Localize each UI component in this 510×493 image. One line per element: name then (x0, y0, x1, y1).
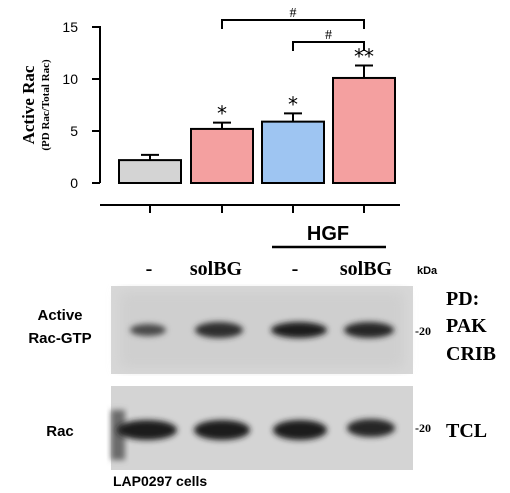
blot-total-rac: Rac -20 TCL (46, 386, 487, 470)
bar-4 (332, 76, 396, 184)
lane-label-2: solBG (190, 258, 243, 280)
blot-2-right-label: TCL (446, 420, 487, 442)
bar-1 (118, 159, 182, 184)
bar-2 (190, 127, 254, 184)
blot-1-marker: -20 (415, 324, 431, 338)
bar-group-3: * (261, 92, 325, 184)
bar-chart: Active Rac (PD Rac/Total Rac) 0 5 10 15 … (19, 6, 400, 213)
y-axis-title: Active Rac (19, 65, 38, 144)
bar-group-2: * (190, 102, 254, 184)
comparison-bracket-2: # (292, 28, 365, 51)
hgf-label: HGF (307, 223, 349, 245)
blot-2-band-3 (273, 420, 327, 440)
bar-group-1 (118, 153, 182, 184)
bracket-line-2 (292, 41, 365, 51)
blot-2-marker: -20 (415, 421, 431, 435)
y-tick-label-10: 10 (62, 71, 78, 87)
comparison-brackets: ## (221, 6, 365, 51)
blot-1-right-label-2: PAK (446, 315, 487, 337)
bracket-mark-1: # (290, 6, 297, 21)
blot-2-band-4 (347, 419, 395, 437)
blot-1-band-4 (344, 322, 394, 338)
y-axis-subtitle: (PD Rac/Total Rac) (40, 59, 52, 151)
cell-line-caption: LAP0297 cells (113, 473, 207, 489)
significance-mark-4: ** (354, 44, 374, 68)
comparison-bracket-1: # (221, 6, 365, 29)
blot-2-label: Rac (46, 423, 74, 440)
treatment-labels: HGF - solBG - solBG kDa (146, 223, 438, 280)
y-tick-label-0: 0 (70, 175, 78, 191)
y-tick-label-5: 5 (70, 123, 78, 139)
blot-active-rac: Active Rac-GTP -20 PD: PAK CRIB (28, 286, 496, 374)
y-tick-15: 15 (62, 19, 100, 35)
significance-mark-2: * (217, 102, 227, 126)
bars-layer: * *** (118, 44, 396, 184)
y-tick-10: 10 (62, 71, 100, 87)
bracket-mark-2: # (325, 28, 332, 43)
lane-label-1: - (146, 258, 153, 280)
blot-1-band-1 (130, 324, 166, 336)
blot-1-right-label-1: PD: (446, 288, 479, 310)
significance-mark-3: * (288, 92, 298, 116)
blot-1-right-label-3: CRIB (446, 343, 496, 365)
blot-1-label-line2: Rac-GTP (28, 330, 91, 347)
y-tick-label-15: 15 (62, 19, 78, 35)
bracket-line-1 (221, 19, 365, 29)
bar-3 (261, 120, 325, 184)
blot-1-band-3 (271, 322, 327, 338)
blot-2-edge-smear (111, 410, 125, 460)
lane-label-4: solBG (340, 258, 393, 280)
y-tick-0: 0 (70, 175, 100, 191)
blot-1-label-line1: Active (37, 307, 82, 324)
blot-1-band-2 (195, 322, 243, 338)
blot-2-band-1 (117, 420, 177, 440)
bar-group-4: ** (332, 44, 396, 184)
y-tick-5: 5 (70, 123, 100, 139)
kda-label: kDa (417, 265, 438, 277)
lane-label-3: - (292, 258, 299, 280)
blot-2-band-2 (194, 420, 250, 440)
